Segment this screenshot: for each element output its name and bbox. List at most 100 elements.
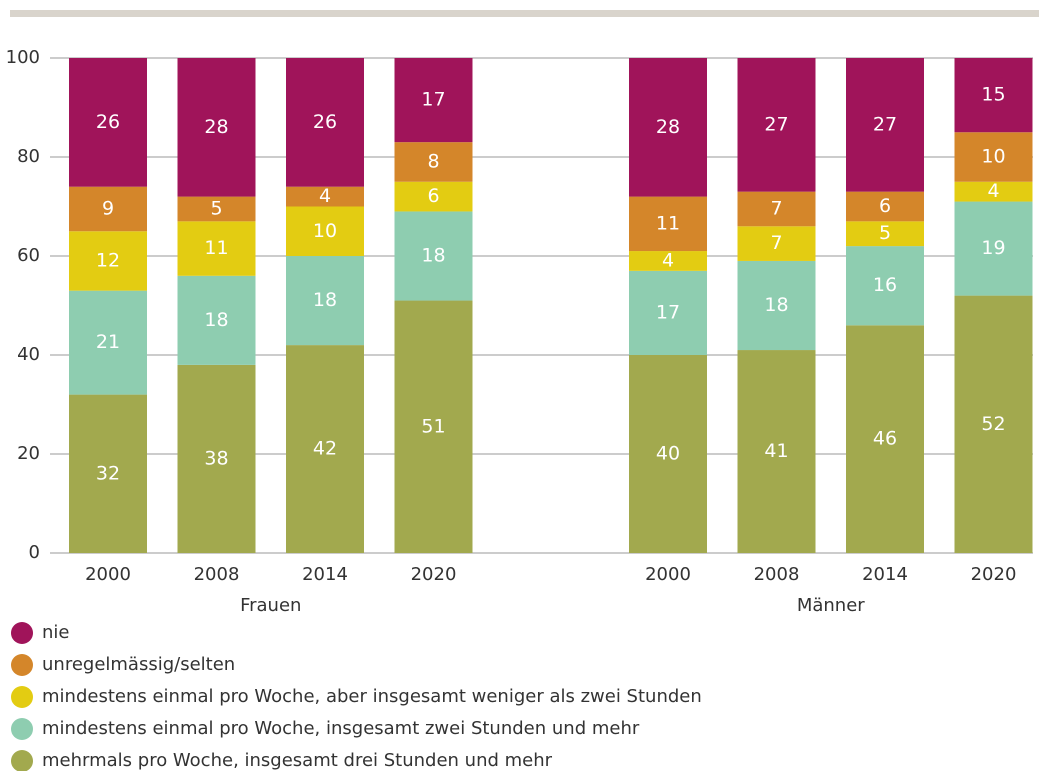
value-label: 18 [764,294,788,316]
bar-segment [286,345,364,553]
value-label: 6 [427,185,439,207]
value-label: 26 [96,111,120,133]
value-label: 4 [662,249,674,271]
bar-segment [954,295,1033,553]
bar-segment [394,181,473,212]
value-label: 28 [204,116,228,138]
bar-segment [629,355,707,553]
legend-swatch [11,654,33,676]
y-tick-label: 20 [17,443,40,464]
value-label: 28 [656,116,680,138]
value-label: 11 [656,212,680,234]
x-tick-label: 2008 [754,564,800,585]
bar-segment [737,260,816,351]
top-rule [10,10,1039,17]
bar-segment [69,290,147,395]
bar-segment [177,275,256,365]
group-label: Frauen [240,595,301,616]
bar-segment [629,196,707,252]
y-tick-label: 60 [17,245,40,266]
bar-segment [737,58,816,192]
value-label: 17 [656,301,680,323]
bar-segment [629,270,707,355]
bar-segment [846,221,924,247]
bar-segment [177,364,256,553]
value-label: 18 [204,309,228,331]
value-label: 52 [981,413,1005,435]
legend-label: mehrmals pro Woche, insgesamt drei Stund… [42,750,553,771]
group-label: Männer [797,595,865,616]
value-label: 40 [656,443,680,465]
x-tick-label: 2008 [194,564,240,585]
value-label: 10 [981,146,1005,168]
bar-segment [177,221,256,276]
bar-segment [629,251,707,271]
value-label: 10 [313,220,337,242]
bar-segment [846,58,924,192]
bar-segment [737,191,816,227]
bar-segment [394,142,473,182]
value-label: 32 [96,462,120,484]
value-label: 12 [96,249,120,271]
bar-segment [69,394,147,553]
legend-label: mindestens einmal pro Woche, aber insges… [42,686,702,707]
value-label: 41 [764,440,788,462]
value-label: 11 [204,237,228,259]
value-label: 5 [210,197,222,219]
y-tick-label: 40 [17,344,40,365]
value-label: 7 [770,197,782,219]
bar-segment [177,58,256,197]
bar-segment [629,58,707,197]
bar-segment [69,231,147,291]
value-label: 21 [96,331,120,353]
bar-segment [69,186,147,232]
value-label: 16 [873,274,897,296]
x-tick-label: 2000 [645,564,691,585]
value-label: 15 [981,84,1005,106]
value-label: 9 [102,197,114,219]
value-label: 18 [313,289,337,311]
x-tick-label: 2000 [85,564,131,585]
bar-segment [177,196,256,222]
y-tick-label: 80 [17,146,40,167]
legend-swatch [11,686,33,708]
value-label: 8 [427,150,439,172]
bar-segment [286,186,364,207]
value-label: 51 [421,415,445,437]
y-tick-label: 100 [6,47,40,68]
value-label: 5 [879,222,891,244]
x-tick-label: 2014 [862,564,908,585]
bar-segment [846,191,924,222]
value-label: 17 [421,89,445,111]
legend-swatch [11,718,33,740]
bar-segment [954,201,1033,296]
x-tick-label: 2020 [411,564,457,585]
bar-segment [954,132,1033,182]
bar-segment [954,181,1033,202]
x-tick-label: 2014 [302,564,348,585]
bar-segment [394,58,473,143]
value-label: 6 [879,195,891,217]
bar-segment [394,211,473,301]
value-label: 27 [873,113,897,135]
bar-segment [846,246,924,326]
value-label: 4 [319,185,331,207]
value-label: 46 [873,428,897,450]
bar-segment [286,206,364,256]
legend-label: nie [42,622,69,643]
bar-segment [954,58,1033,133]
value-label: 18 [421,245,445,267]
legend-label: mindestens einmal pro Woche, insgesamt z… [42,718,640,739]
bar-segment [69,58,147,187]
bar-segment [737,350,816,553]
x-tick-label: 2020 [971,564,1017,585]
value-label: 4 [987,180,999,202]
bar-segment [846,325,924,553]
value-label: 38 [204,447,228,469]
bar-segment [286,58,364,187]
legend-label: unregelmässig/selten [42,654,235,675]
y-tick-label: 0 [29,542,40,563]
value-label: 19 [981,237,1005,259]
legend-swatch [11,622,33,644]
